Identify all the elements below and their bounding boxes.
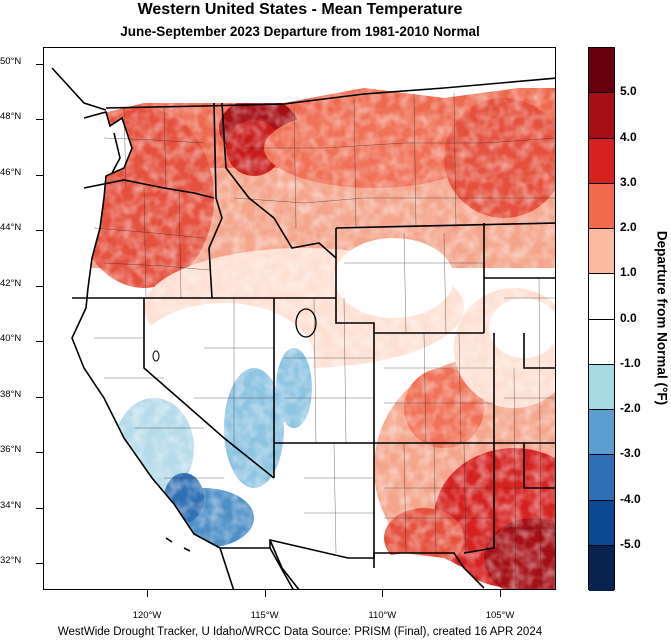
legend-color-swatch: [589, 319, 614, 365]
legend-tick-label: 1.0: [620, 265, 637, 280]
legend-color-swatch: [589, 500, 614, 546]
legend-color-swatch: [589, 93, 614, 139]
legend-color-swatch: [589, 455, 614, 501]
latitude-label: 40°N: [0, 333, 43, 349]
legend-tick-label: 2.0: [620, 220, 637, 234]
map-subtitle: June-September 2023 Departure from 1981-…: [120, 24, 480, 39]
county-borders: [93, 92, 555, 589]
legend-tick-label: -3.0: [620, 446, 641, 461]
legend-colorbar: [588, 47, 615, 591]
latitude-label: 42°N: [0, 278, 43, 294]
legend-tick-label: 5.0: [620, 84, 637, 99]
latitude-label: 46°N: [0, 167, 43, 183]
legend-tick-label: -1.0: [620, 355, 641, 370]
temperature-departure-map: [43, 47, 556, 590]
map-title: Western United States - Mean Temperature: [137, 1, 463, 18]
latitude-label: 44°N: [0, 222, 43, 238]
latitude-label: 36°N: [0, 444, 43, 460]
legend-color-swatch: [589, 410, 614, 456]
legend-color-swatch: [589, 545, 614, 591]
legend-color-swatch: [589, 48, 614, 94]
latitude-label: 38°N: [0, 389, 43, 405]
map-svg: [44, 48, 555, 589]
legend-title: Departure from Normal (°F): [654, 230, 670, 406]
legend-tick-label: -2.0: [620, 401, 641, 415]
latitude-label: 34°N: [0, 500, 43, 516]
legend-tick-label: 4.0: [620, 129, 637, 144]
latitude-label: 48°N: [0, 111, 43, 127]
legend-color-swatch: [589, 138, 614, 184]
latitude-label: 50°N: [0, 56, 43, 72]
legend-color-swatch: [589, 364, 614, 410]
latitude-label: 32°N: [0, 555, 43, 571]
legend-color-swatch: [589, 274, 614, 320]
legend-tick-label: 3.0: [620, 174, 637, 189]
legend-tick-label: -4.0: [620, 491, 641, 506]
map-credit-footer: WestWide Drought Tracker, U Idaho/WRCC D…: [57, 626, 543, 638]
legend-tick-label: 0.0: [620, 310, 637, 325]
legend-tick-label: -5.0: [620, 536, 641, 551]
legend-color-swatch: [589, 229, 614, 275]
coastline: [51, 67, 317, 589]
legend-color-swatch: [589, 183, 614, 229]
